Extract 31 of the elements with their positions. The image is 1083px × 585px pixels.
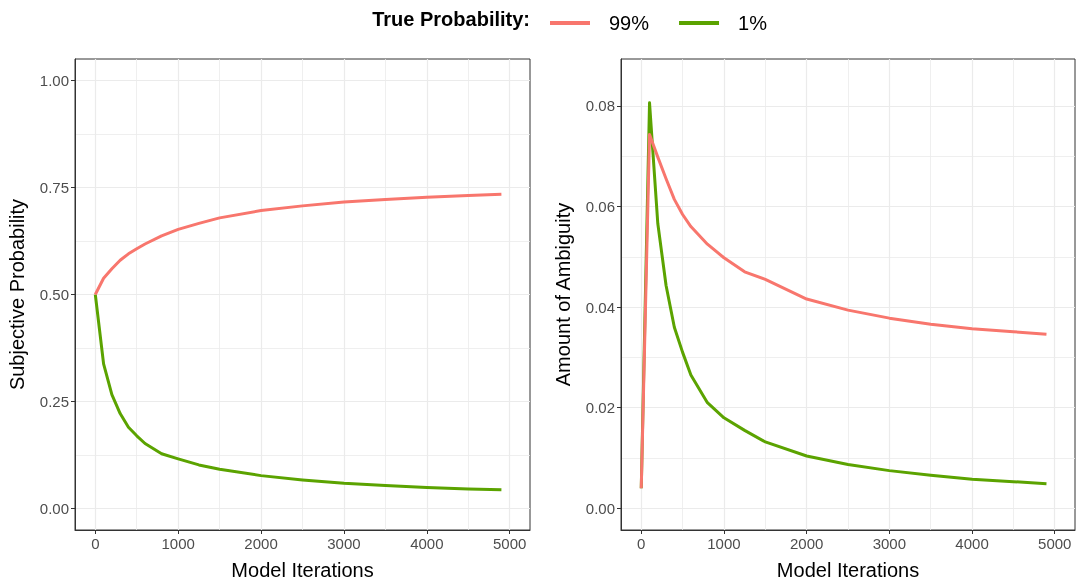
x-tick-label: 2000 — [244, 535, 278, 552]
line-series — [93, 192, 503, 296]
x-tick-label: 2000 — [789, 535, 824, 552]
x-tick-label: 4000 — [955, 535, 989, 552]
y-tick-label: 0.75 — [39, 178, 69, 196]
x-tick-label: 1000 — [707, 535, 741, 552]
y-axis-title: Amount of Ambiguity — [552, 202, 574, 387]
x-tick-label: 0 — [637, 535, 646, 552]
y-tick-label: 1.00 — [39, 71, 69, 89]
x-tick-label: 1000 — [161, 535, 195, 552]
y-tick-label: 0.25 — [39, 393, 69, 411]
y-tick-label: 0.08 — [585, 97, 615, 115]
y-tick-label: 0.06 — [585, 197, 615, 215]
x-tick-label: 3000 — [872, 535, 907, 552]
x-tick-label: 5000 — [1038, 535, 1072, 552]
x-tick-label: 0 — [91, 535, 100, 552]
y-axis-title: Subjective Probability — [6, 198, 28, 391]
y-tick-label: 0.02 — [585, 399, 615, 417]
y-tick-label: 0.50 — [39, 286, 69, 303]
x-axis-title: Model Iterations — [231, 559, 374, 581]
legend-label: 99% — [609, 12, 650, 34]
x-axis-title: Model Iterations — [776, 559, 920, 581]
line-series — [93, 293, 503, 492]
y-tick-label: 0.00 — [39, 500, 69, 518]
y-tick-label: 0.00 — [585, 499, 615, 517]
legend-title: True Probability: — [372, 8, 531, 30]
x-tick-label: 3000 — [327, 535, 361, 552]
legend-label: 1% — [738, 12, 768, 34]
x-tick-label: 5000 — [493, 535, 527, 552]
x-tick-label: 4000 — [410, 535, 444, 552]
y-tick-label: 0.04 — [585, 298, 615, 316]
